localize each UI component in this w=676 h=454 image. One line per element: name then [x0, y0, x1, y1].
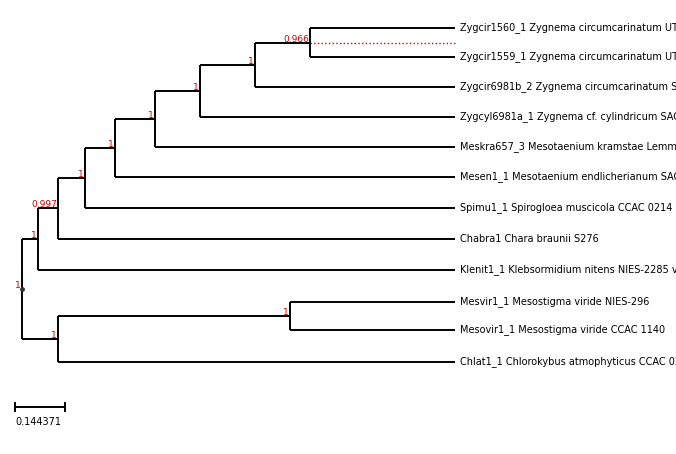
- Text: Mesen1_1 Mesotaenium endlicherianum SAG12.97: Mesen1_1 Mesotaenium endlicherianum SAG1…: [460, 172, 676, 183]
- Text: Zygcyl6981a_1 Zygnema cf. cylindricum SAG 698-1a: Zygcyl6981a_1 Zygnema cf. cylindricum SA…: [460, 112, 676, 123]
- Text: Mesvir1_1 Mesostigma viride NIES-296: Mesvir1_1 Mesostigma viride NIES-296: [460, 296, 650, 307]
- Text: Zygcir1559_1 Zygnema circumcarinatum UTEX 1559: Zygcir1559_1 Zygnema circumcarinatum UTE…: [460, 52, 676, 63]
- Text: Zygcir1560_1 Zygnema circumcarinatum UTEX 1560: Zygcir1560_1 Zygnema circumcarinatum UTE…: [460, 23, 676, 34]
- Text: 1: 1: [78, 170, 84, 179]
- Text: 1: 1: [16, 281, 21, 290]
- Text: 1: 1: [193, 83, 199, 92]
- Text: 1: 1: [148, 111, 154, 120]
- Text: 1: 1: [248, 57, 254, 66]
- Text: 1: 1: [31, 231, 37, 240]
- Text: 0.966: 0.966: [283, 35, 309, 44]
- Text: Meskra657_3 Mesotaenium kramstae Lemmermann NIES-657 v3.0: Meskra657_3 Mesotaenium kramstae Lemmerm…: [460, 142, 676, 153]
- Text: Spimu1_1 Spirogloea muscicola CCAC 0214: Spimu1_1 Spirogloea muscicola CCAC 0214: [460, 202, 673, 213]
- Text: 0.997: 0.997: [31, 201, 57, 209]
- Text: Mesovir1_1 Mesostigma viride CCAC 1140: Mesovir1_1 Mesostigma viride CCAC 1140: [460, 325, 665, 336]
- Text: Klenit1_1 Klebsormidium nitens NIES-2285 v1.1: Klenit1_1 Klebsormidium nitens NIES-2285…: [460, 265, 676, 276]
- Text: 1: 1: [283, 308, 289, 317]
- Text: 0.144371: 0.144371: [15, 417, 61, 427]
- Text: Chabra1 Chara braunii S276: Chabra1 Chara braunii S276: [460, 234, 599, 244]
- Text: Zygcir6981b_2 Zygnema circumcarinatum SAG 698-1b: Zygcir6981b_2 Zygnema circumcarinatum SA…: [460, 82, 676, 93]
- Text: 1: 1: [108, 140, 114, 149]
- Text: 1: 1: [51, 331, 57, 340]
- Text: Chlat1_1 Chlorokybus atmophyticus CCAC 0220: Chlat1_1 Chlorokybus atmophyticus CCAC 0…: [460, 356, 676, 367]
